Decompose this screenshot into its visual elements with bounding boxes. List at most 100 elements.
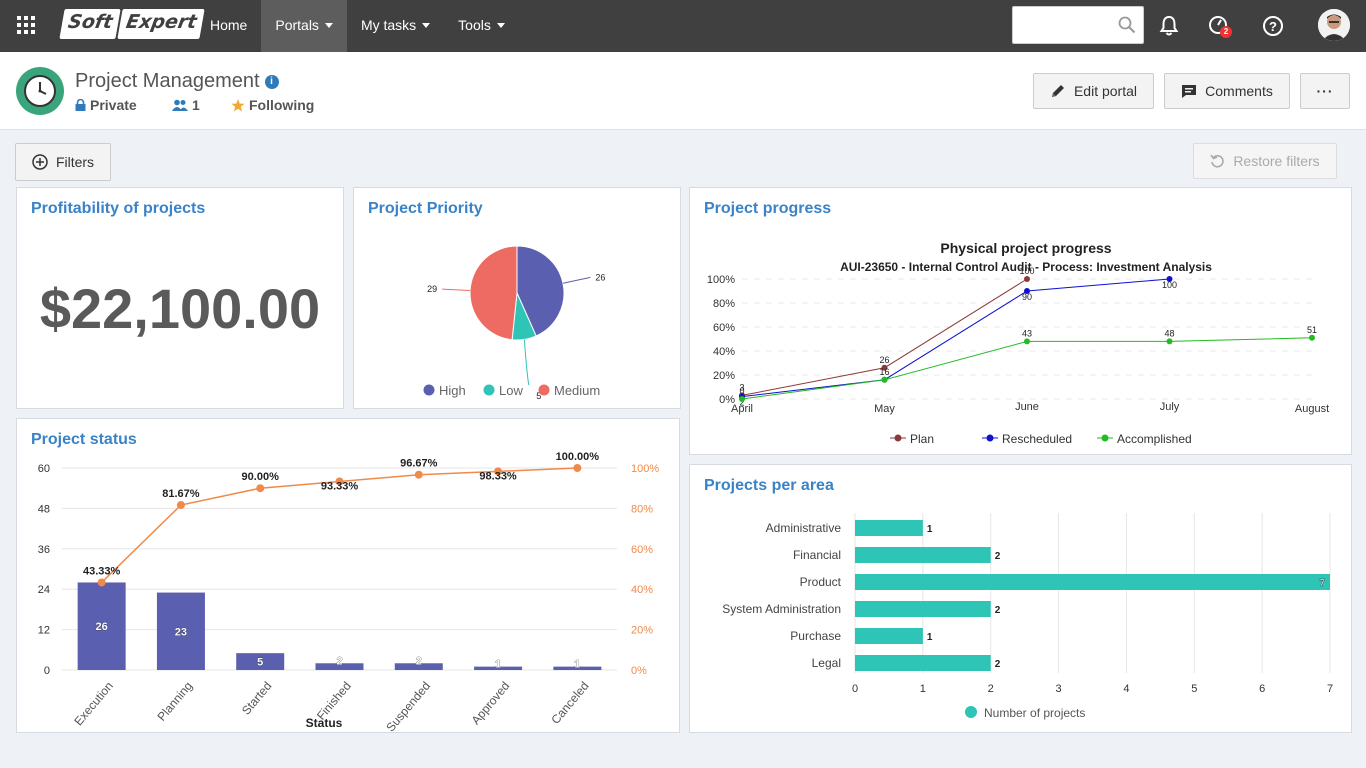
cumulative-data-label: 81.67% — [162, 488, 200, 500]
nav-tools[interactable]: Tools — [444, 0, 519, 52]
info-icon[interactable]: i — [264, 75, 279, 89]
notification-badge: 2 — [1220, 26, 1232, 38]
legend-label-accomplished: Accomplished — [1117, 432, 1192, 446]
legend-marker-low — [483, 384, 495, 396]
legend-label: Number of projects — [984, 706, 1085, 720]
x-tick-label: May — [874, 403, 895, 415]
x-tick-label: July — [1160, 401, 1180, 413]
x-tick-label: 7 — [1327, 683, 1333, 695]
cumulative-data-label: 90.00% — [242, 471, 280, 483]
y-tick-label: Financial — [793, 548, 841, 562]
filters-button[interactable]: Filters — [15, 143, 111, 181]
bar-data-label: 2 — [416, 655, 422, 667]
pie-slice-medium — [469, 245, 518, 341]
series-point-rescheduled — [1024, 288, 1030, 294]
bar-suspended — [394, 663, 443, 670]
x-tick-label: June — [1015, 401, 1039, 413]
search-icon[interactable] — [1118, 16, 1136, 34]
cumulative-point — [256, 484, 265, 493]
bar-data-label: 2 — [995, 551, 1001, 562]
nav-my-tasks[interactable]: My tasks — [347, 0, 444, 52]
y-tick-label: 48 — [38, 503, 50, 515]
star-icon — [231, 98, 245, 111]
members-count[interactable]: 1 — [172, 97, 200, 113]
y-tick-label: 36 — [38, 544, 50, 556]
help-icon[interactable]: ? — [1260, 13, 1286, 39]
legend-marker-rescheduled — [986, 434, 994, 442]
series-point-accomplished — [1166, 338, 1173, 345]
legend-label-high: High — [439, 383, 466, 398]
area-bar-chart: 0 1 2 3 4 5 6 7 Administrative 1 Financial 2 Product… — [722, 513, 1333, 720]
cumulative-data-label: 43.33% — [83, 565, 121, 577]
legend-label-low: Low — [499, 383, 523, 398]
y-tick-label: 80% — [713, 298, 735, 310]
user-avatar[interactable] — [1318, 9, 1350, 41]
widget-title: Project Priority — [368, 200, 483, 217]
bell-icon[interactable] — [1156, 13, 1182, 39]
pie-data-label: 26 — [595, 272, 605, 282]
series-data-label: 26 — [879, 355, 889, 365]
y-tick-label: 24 — [38, 584, 50, 596]
follow-toggle[interactable]: Following — [231, 97, 314, 113]
apps-grid-icon[interactable] — [17, 16, 35, 34]
x-axis-title: Status — [306, 716, 343, 730]
pie-data-label: 29 — [427, 284, 437, 294]
x-tick-label: 5 — [1191, 683, 1197, 695]
y-tick-label: Legal — [812, 656, 841, 670]
y2-tick-label: 100% — [631, 463, 659, 475]
more-options-button[interactable]: ··· — [1300, 73, 1350, 109]
series-data-label: 0 — [739, 386, 744, 396]
portal-header: Project Management i Private 1 Following … — [0, 52, 1366, 130]
top-bar: Soft Expert Home Portals My tasks Tools … — [0, 0, 1366, 52]
widget-title: Project status — [31, 431, 137, 448]
main-nav: Home Portals My tasks Tools — [196, 0, 519, 52]
gauge-icon — [1209, 16, 1227, 34]
y2-tick-label: 0% — [631, 665, 647, 677]
nav-portals[interactable]: Portals — [261, 0, 347, 52]
series-data-label: 43 — [1022, 328, 1032, 338]
bar-data-label: 26 — [96, 621, 108, 633]
filters-label: Filters — [55, 154, 95, 170]
bar-data-label: 2 — [995, 605, 1001, 616]
y2-tick-label: 40% — [631, 584, 653, 596]
y-tick-label: 0 — [44, 665, 50, 677]
legend-label-rescheduled: Rescheduled — [1002, 432, 1072, 446]
cumulative-data-label: 93.33% — [321, 480, 359, 492]
series-data-label: 51 — [1307, 325, 1317, 335]
plus-circle-icon — [32, 154, 48, 170]
workflow-alerts[interactable]: 2 — [1206, 13, 1232, 39]
status-widget: Project status 60 100% 48 80% 36 60% 24 40% 12 20… — [16, 418, 680, 733]
nav-home-label: Home — [210, 17, 248, 33]
cumulative-point — [414, 470, 423, 479]
edit-portal-label: Edit portal — [1073, 83, 1138, 99]
more-options-label: ··· — [1316, 83, 1334, 99]
x-tick-label: Planning — [154, 679, 195, 724]
comments-button[interactable]: Comments — [1164, 73, 1290, 109]
priority-pie-chart: 26 5 29 High Low Medium — [423, 245, 605, 401]
y-tick-label: 60% — [713, 322, 735, 334]
series-point-plan — [881, 364, 888, 371]
pie-connector — [562, 276, 591, 284]
widget-title: Projects per area — [704, 477, 834, 494]
pie-data-label: 5 — [536, 391, 541, 401]
softexpert-logo[interactable]: Soft Expert — [59, 9, 205, 39]
nav-tools-label: Tools — [458, 17, 491, 33]
x-tick-label: Suspended — [383, 679, 433, 732]
status-pareto-chart: 60 100%48 80%36 60%24 40%12 20%0 0%26Execution… — [38, 451, 660, 732]
widget-title: Profitability of projects — [31, 200, 206, 217]
search-input[interactable] — [1013, 7, 1113, 43]
x-tick-label: 6 — [1259, 683, 1265, 695]
bar-data-label: 1 — [574, 659, 580, 671]
nav-portals-label: Portals — [275, 17, 319, 33]
user-photo — [1318, 9, 1350, 41]
cumulative-data-label: 100.00% — [556, 451, 600, 463]
bar-administrative — [855, 520, 923, 536]
nav-home[interactable]: Home — [196, 0, 261, 52]
cumulative-point — [176, 501, 185, 510]
series-point-plan — [1024, 276, 1030, 282]
x-tick-label: Canceled — [548, 679, 591, 727]
x-tick-label: Started — [239, 679, 275, 718]
x-tick-label: August — [1295, 403, 1329, 415]
edit-portal-button[interactable]: Edit portal — [1033, 73, 1154, 109]
series-data-label: 100 — [1162, 280, 1177, 290]
